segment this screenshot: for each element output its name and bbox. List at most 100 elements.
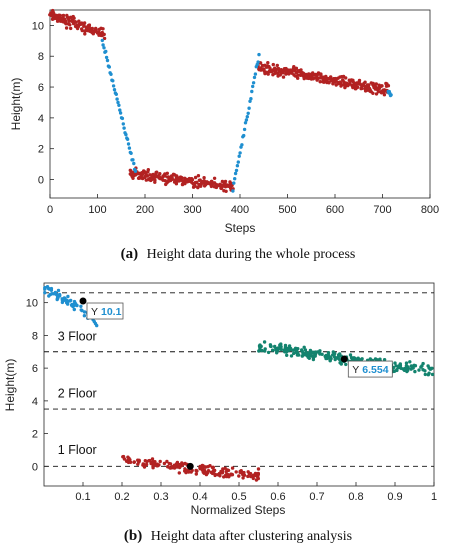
data-point <box>311 350 315 354</box>
data-point <box>329 75 333 79</box>
x-tick-label: 700 <box>373 204 391 216</box>
data-point <box>229 473 233 477</box>
data-point <box>49 286 54 291</box>
data-point <box>281 75 286 79</box>
floor-label: 2 Floor <box>58 387 97 401</box>
data-tip-marker <box>186 462 194 470</box>
x-tick-label: 0.7 <box>309 491 324 503</box>
data-point <box>104 49 108 54</box>
data-point <box>196 174 201 178</box>
data-point <box>275 63 279 68</box>
x-axis-label-b: Normalized Steps <box>191 503 286 517</box>
data-point <box>238 151 242 155</box>
ticks-a: 0 100 200 300 400 500 600 700 800 0 2 4 6 8 10 <box>32 20 439 216</box>
floor-label: 1 Floor <box>58 443 97 457</box>
data-point <box>61 13 66 18</box>
data-point <box>246 474 250 479</box>
data-point <box>249 474 253 479</box>
data-point <box>270 348 275 352</box>
data-point <box>158 172 162 176</box>
data-point <box>94 26 98 31</box>
caption-label-a: (a) <box>121 246 139 262</box>
data-point <box>266 61 270 65</box>
data-point <box>430 372 435 377</box>
data-point <box>299 68 303 72</box>
x-tick-label: 500 <box>278 204 296 216</box>
data-point <box>82 314 87 318</box>
data-point <box>72 307 77 312</box>
data-point <box>132 161 136 166</box>
data-point <box>324 353 328 358</box>
data-tip-box <box>347 360 393 378</box>
data-point <box>194 472 198 476</box>
caption-b: (b) Height data after clustering analysi… <box>124 527 352 544</box>
data-point <box>318 80 322 84</box>
data-point <box>256 60 260 64</box>
data-point <box>252 75 257 80</box>
x-tick-label: 0.1 <box>75 491 90 503</box>
x-tick-label: 1 <box>431 491 437 503</box>
data-point <box>243 121 248 125</box>
data-point <box>295 353 300 357</box>
data-point <box>236 160 240 164</box>
data-point <box>235 164 240 168</box>
data-point <box>118 111 123 115</box>
data-point <box>137 459 141 463</box>
data-point <box>202 176 206 180</box>
data-point <box>153 180 157 184</box>
data-point <box>170 177 175 181</box>
data-tip[interactable]: Y 6.554 <box>347 360 393 378</box>
y-tick-label: 10 <box>32 20 44 32</box>
data-point <box>279 347 283 352</box>
data-point <box>220 469 225 473</box>
data-point <box>294 66 299 71</box>
data-point <box>240 143 244 147</box>
data-point <box>413 369 417 374</box>
data-point <box>80 28 84 33</box>
caption-text-a: Height data during the whole process <box>147 247 356 262</box>
data-point <box>47 294 51 298</box>
data-point <box>287 344 292 348</box>
data-point <box>158 459 162 464</box>
data-point <box>177 471 181 475</box>
data-point <box>238 470 242 474</box>
data-point <box>233 171 238 176</box>
data-tip-value: 6.554 <box>362 364 388 376</box>
data-point <box>133 169 138 173</box>
data-point <box>102 36 107 41</box>
data-point <box>393 361 397 365</box>
data-point <box>241 471 246 476</box>
data-point <box>251 81 256 85</box>
data-point <box>394 364 398 368</box>
data-point <box>66 302 70 306</box>
data-point <box>283 343 288 348</box>
data-point <box>408 360 412 364</box>
data-point <box>313 354 317 358</box>
data-point <box>57 294 62 298</box>
x-tick-label: 0.5 <box>231 491 246 503</box>
data-point <box>348 82 352 86</box>
data-point <box>111 79 115 83</box>
data-point <box>165 459 169 464</box>
data-point <box>193 184 197 188</box>
data-point <box>423 372 427 377</box>
data-point <box>256 467 261 471</box>
data-point <box>289 347 293 352</box>
data-point <box>105 58 110 63</box>
data-point <box>269 344 273 349</box>
data-point <box>175 174 179 178</box>
data-point <box>208 464 212 468</box>
data-point <box>102 46 106 50</box>
data-tip[interactable]: Y 10.1 <box>86 302 124 320</box>
data-point <box>234 470 238 474</box>
data-point <box>127 456 131 461</box>
data-point <box>386 84 391 88</box>
data-point <box>163 174 167 178</box>
data-point <box>248 99 252 104</box>
x-tick-label: 300 <box>183 204 201 216</box>
data-point <box>402 368 407 372</box>
data-point <box>413 364 418 368</box>
y-tick-label: 0 <box>32 461 38 473</box>
data-tip-key: Y <box>352 364 359 376</box>
data-point <box>374 82 378 86</box>
